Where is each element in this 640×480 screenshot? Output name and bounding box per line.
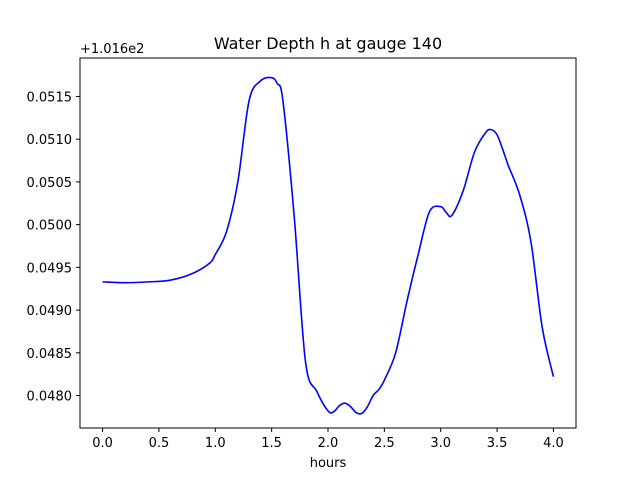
y-tick-label: 0.0510 (27, 133, 73, 148)
x-tick-label: 0.0 (92, 436, 113, 451)
x-tick-label: 0.5 (149, 436, 170, 451)
y-axis: 0.0480 0.0485 0.0490 0.0495 0.0500 0.0505 0.05… (27, 90, 80, 405)
series-line-0 (102, 76, 555, 415)
x-tick-label: 2.0 (318, 436, 339, 451)
chart-title: Water Depth h at gauge 140 (214, 34, 442, 53)
y-tick-label: 0.0495 (27, 261, 73, 276)
plot-area (102, 76, 555, 415)
x-tick-label: 1.5 (261, 436, 282, 451)
x-tick-label: 3.5 (487, 436, 508, 451)
x-tick-label: 3.0 (430, 436, 451, 451)
y-tick-label: 0.0505 (27, 176, 73, 191)
y-offset-label: +1.016e2 (80, 42, 144, 57)
y-tick-label: 0.0480 (27, 390, 73, 405)
y-tick-label: 0.0515 (27, 90, 73, 105)
y-tick-label: 0.0485 (27, 347, 73, 362)
x-tick-label: 2.5 (374, 436, 395, 451)
x-tick-label: 4.0 (543, 436, 564, 451)
x-axis-label: hours (310, 456, 347, 471)
x-axis: 0.0 0.5 1.0 1.5 2.0 2.5 3.0 3.5 4.0 (92, 428, 564, 451)
y-tick-label: 0.0490 (27, 304, 73, 319)
x-tick-label: 1.0 (205, 436, 226, 451)
y-tick-label: 0.0500 (27, 219, 73, 234)
